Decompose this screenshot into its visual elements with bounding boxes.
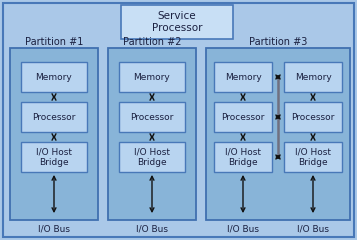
Bar [214, 102, 272, 132]
Bar [21, 62, 87, 92]
Text: Partition #1: Partition #1 [25, 37, 83, 47]
Bar [214, 62, 272, 92]
Text: Processor: Processor [221, 113, 265, 121]
Text: Processor: Processor [32, 113, 76, 121]
Text: Memory: Memory [295, 72, 331, 82]
Text: Partition #3: Partition #3 [249, 37, 307, 47]
Bar [21, 142, 87, 172]
Bar [21, 102, 87, 132]
Text: Processor: Processor [291, 113, 335, 121]
Text: Memory: Memory [36, 72, 72, 82]
Text: Memory: Memory [134, 72, 170, 82]
Text: I/O Bus: I/O Bus [38, 224, 70, 234]
Bar [10, 48, 98, 220]
Text: Service
Processor: Service Processor [152, 11, 202, 33]
Text: I/O Host
Bridge: I/O Host Bridge [295, 147, 331, 167]
Bar [206, 48, 350, 220]
Bar [119, 142, 185, 172]
Bar [108, 48, 196, 220]
Text: I/O Bus: I/O Bus [297, 224, 329, 234]
Bar [284, 102, 342, 132]
Bar [284, 62, 342, 92]
Text: I/O Bus: I/O Bus [227, 224, 259, 234]
Text: Processor: Processor [130, 113, 174, 121]
Bar [119, 62, 185, 92]
Bar [121, 5, 233, 39]
Bar [214, 142, 272, 172]
Bar [284, 142, 342, 172]
Bar [119, 102, 185, 132]
Text: I/O Host
Bridge: I/O Host Bridge [36, 147, 72, 167]
Text: I/O Host
Bridge: I/O Host Bridge [225, 147, 261, 167]
Text: I/O Host
Bridge: I/O Host Bridge [134, 147, 170, 167]
Text: Partition #2: Partition #2 [123, 37, 181, 47]
Text: Memory: Memory [225, 72, 261, 82]
Text: I/O Bus: I/O Bus [136, 224, 168, 234]
